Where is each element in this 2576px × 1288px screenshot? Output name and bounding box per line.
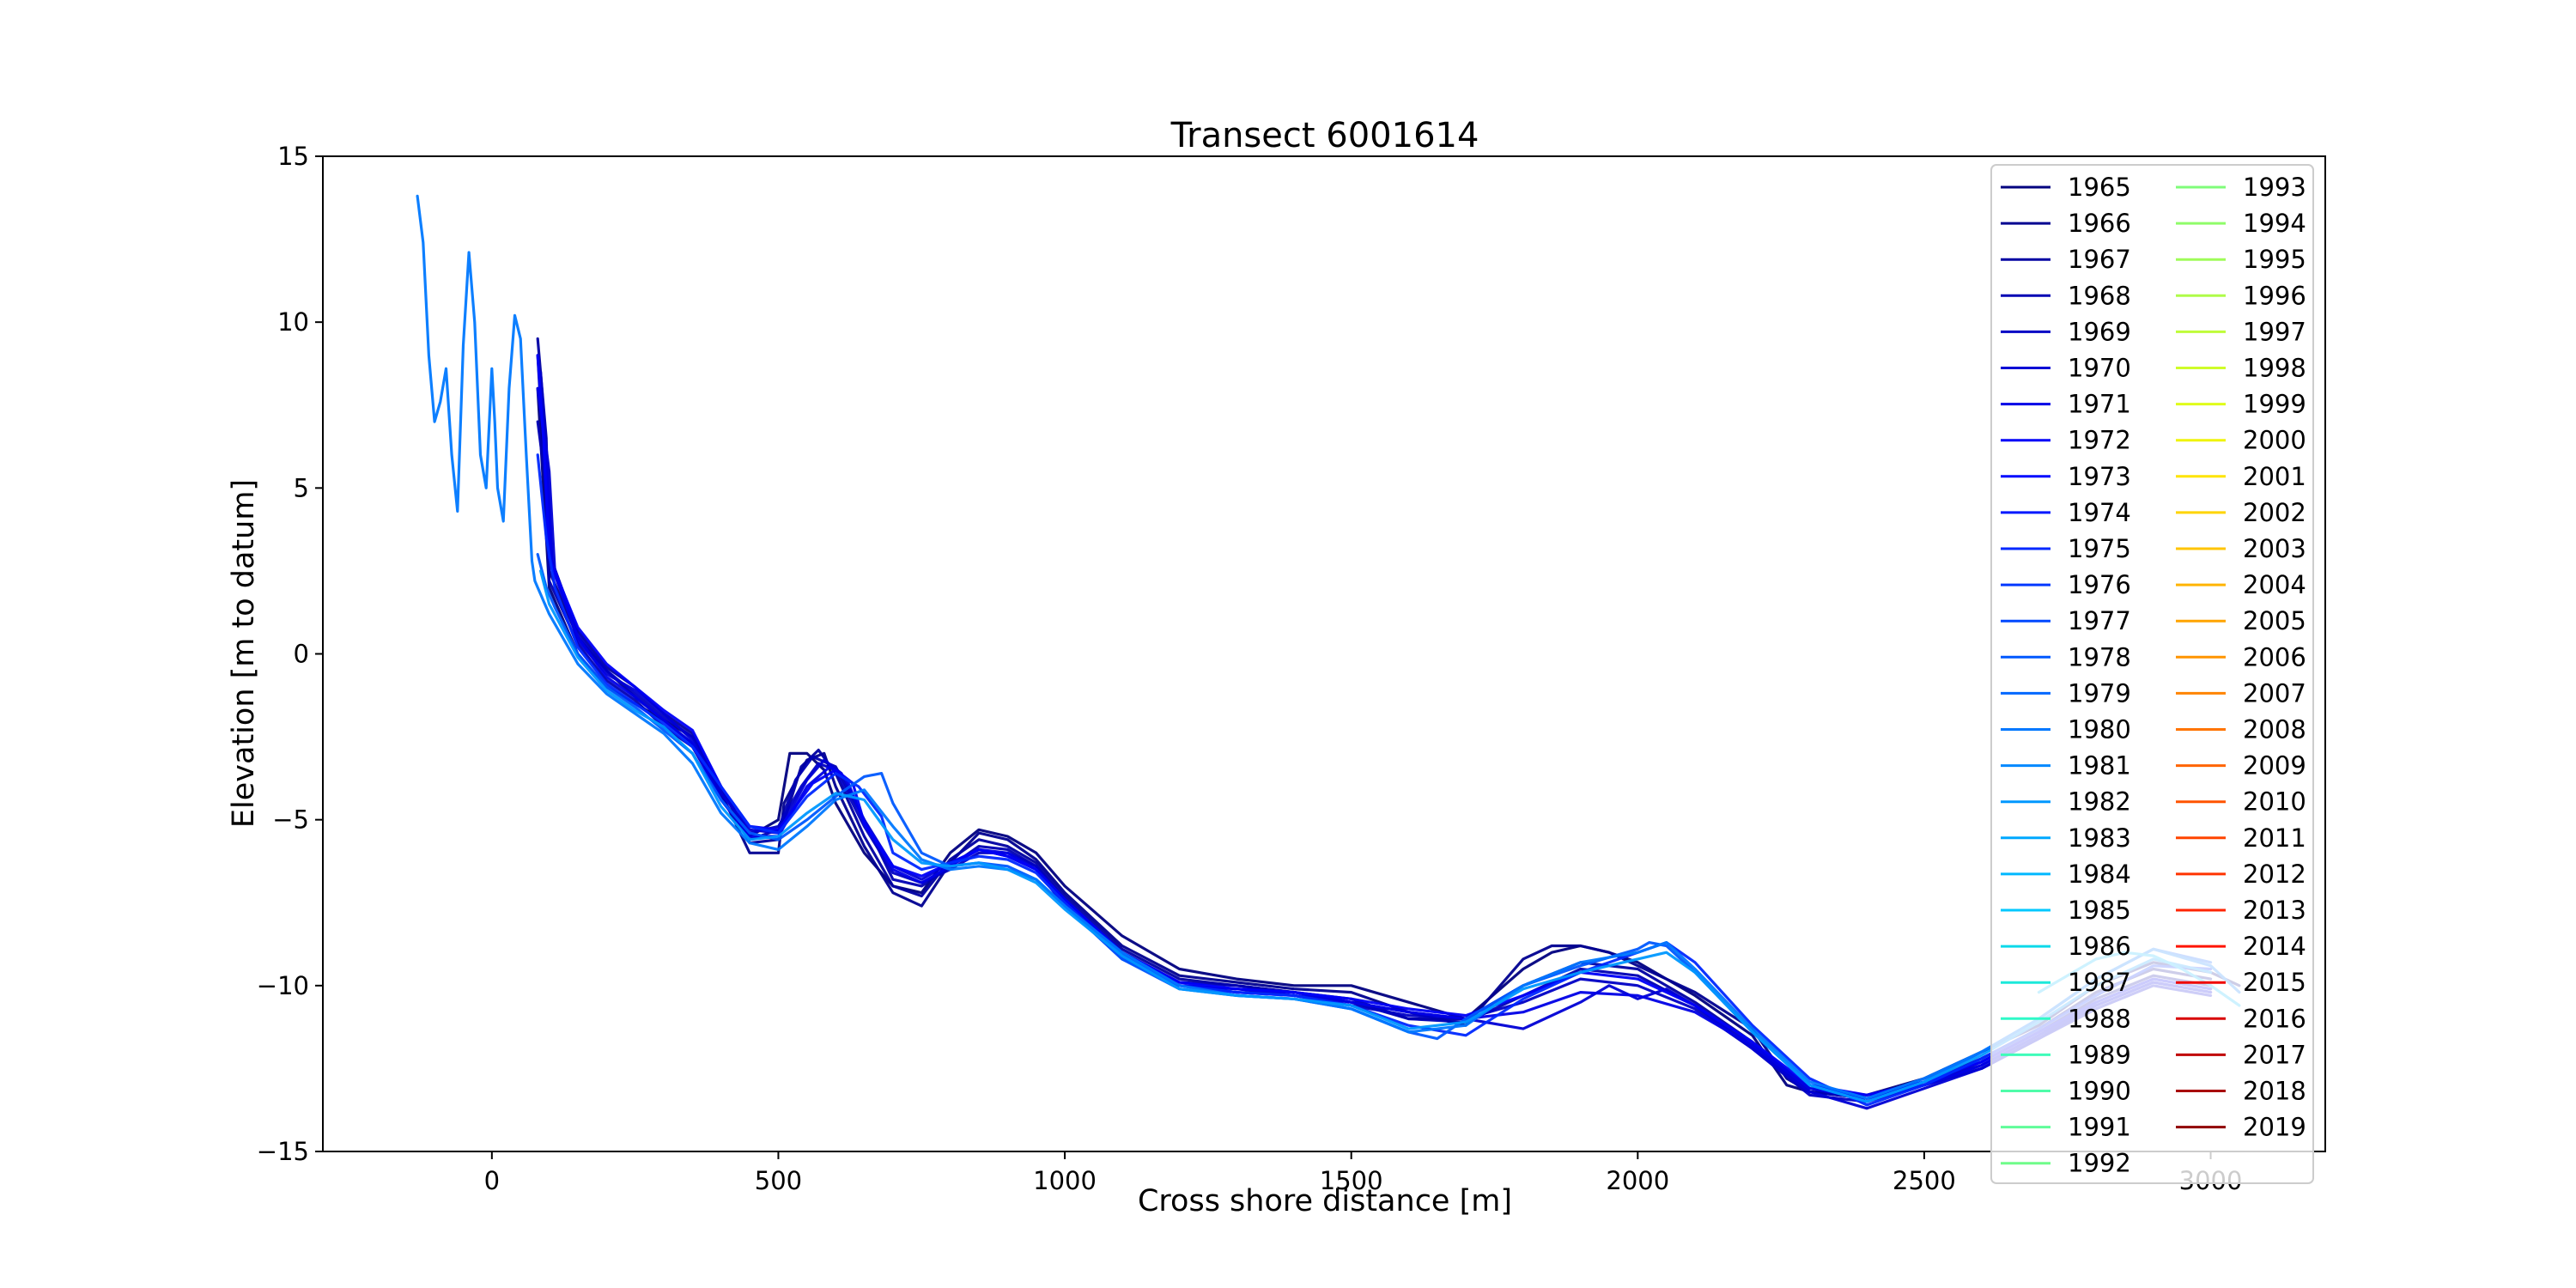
legend-label-1979: 1979 [2068,678,2131,708]
legend-label-1992: 1992 [2068,1149,2131,1178]
legend-label-1965: 1965 [2068,173,2131,202]
x-tick-label: 500 [755,1166,802,1195]
x-tick-label: 2500 [1893,1166,1956,1195]
legend-label-2004: 2004 [2243,570,2306,599]
legend: 1965 1966 1967 1968 1969 1970 1971 1972 1973 1974… [1990,164,2314,1184]
x-tick-label: 1000 [1033,1166,1097,1195]
legend-label-1984: 1984 [2068,860,2131,889]
legend-label-1969: 1969 [2068,317,2131,346]
chart-title: Transect 6001614 [1170,116,1479,155]
legend-label-1999: 1999 [2243,390,2306,419]
legend-label-1996: 1996 [2243,281,2306,310]
legend-label-2010: 2010 [2243,787,2306,817]
series-line-1980 [416,194,2241,1100]
legend-label-1974: 1974 [2068,498,2131,527]
legend-label-2001: 2001 [2243,462,2306,491]
legend-label-1998: 1998 [2243,354,2306,383]
legend-label-2002: 2002 [2243,498,2306,527]
legend-label-2008: 2008 [2243,715,2306,744]
y-tick-label: −5 [272,805,309,835]
legend-label-1989: 1989 [2068,1040,2131,1069]
legend-label-1988: 1988 [2068,1004,2131,1033]
legend-label-2013: 2013 [2243,896,2306,925]
legend-label-1975: 1975 [2068,534,2131,563]
legend-label-1994: 1994 [2243,209,2306,238]
y-tick-label: 15 [277,142,309,171]
legend-label-1990: 1990 [2068,1077,2131,1106]
legend-label-1971: 1971 [2068,390,2131,419]
legend-box [1990,164,2314,1184]
legend-label-1997: 1997 [2243,317,2306,346]
legend-label-1976: 1976 [2068,570,2131,599]
legend-label-1977: 1977 [2068,606,2131,635]
y-tick-label: 5 [294,473,309,502]
y-axis-label: Elevation [m to datum] [227,479,261,828]
legend-label-2003: 2003 [2243,534,2306,563]
legend-label-1966: 1966 [2068,209,2131,238]
plot-area [416,194,2241,1110]
legend-label-2015: 2015 [2243,968,2306,997]
legend-label-2018: 2018 [2243,1077,2306,1106]
series-line-1975 [536,453,2213,1107]
y-tick-label: 0 [294,640,309,669]
legend-label-2016: 2016 [2243,1004,2306,1033]
legend-label-1993: 1993 [2243,173,2306,202]
legend-label-2009: 2009 [2243,751,2306,781]
legend-label-2005: 2005 [2243,606,2306,635]
y-tick-label: −10 [257,971,309,1000]
legend-label-1967: 1967 [2068,245,2131,274]
legend-label-1982: 1982 [2068,787,2131,817]
y-axis-ticks: −15 −10 −5 0 5 10 15 [257,142,323,1166]
legend-label-2019: 2019 [2243,1113,2306,1142]
y-tick-label: 10 [277,307,309,337]
legend-label-1985: 1985 [2068,896,2131,925]
legend-label-1980: 1980 [2068,715,2131,744]
legend-label-1986: 1986 [2068,932,2131,961]
legend-label-1968: 1968 [2068,281,2131,310]
x-tick-label: 0 [484,1166,500,1195]
legend-label-1973: 1973 [2068,462,2131,491]
legend-label-1978: 1978 [2068,642,2131,671]
legend-label-1987: 1987 [2068,968,2131,997]
legend-label-1991: 1991 [2068,1113,2131,1142]
x-tick-label: 2000 [1606,1166,1669,1195]
legend-label-1981: 1981 [2068,751,2131,781]
legend-label-1970: 1970 [2068,354,2131,383]
legend-label-1995: 1995 [2243,245,2306,274]
legend-label-1972: 1972 [2068,426,2131,455]
series-line-1982 [538,569,2213,1103]
x-tick-label: 1500 [1320,1166,1383,1195]
legend-label-2006: 2006 [2243,642,2306,671]
legend-label-2007: 2007 [2243,678,2306,708]
y-tick-label: −15 [257,1137,309,1166]
legend-label-1983: 1983 [2068,823,2131,853]
legend-label-2011: 2011 [2243,823,2306,853]
x-axis-label: Cross shore distance [m] [1138,1184,1512,1218]
legend-label-2012: 2012 [2243,860,2306,889]
legend-label-2017: 2017 [2243,1040,2306,1069]
legend-label-2000: 2000 [2243,426,2306,455]
legend-label-2014: 2014 [2243,932,2306,961]
